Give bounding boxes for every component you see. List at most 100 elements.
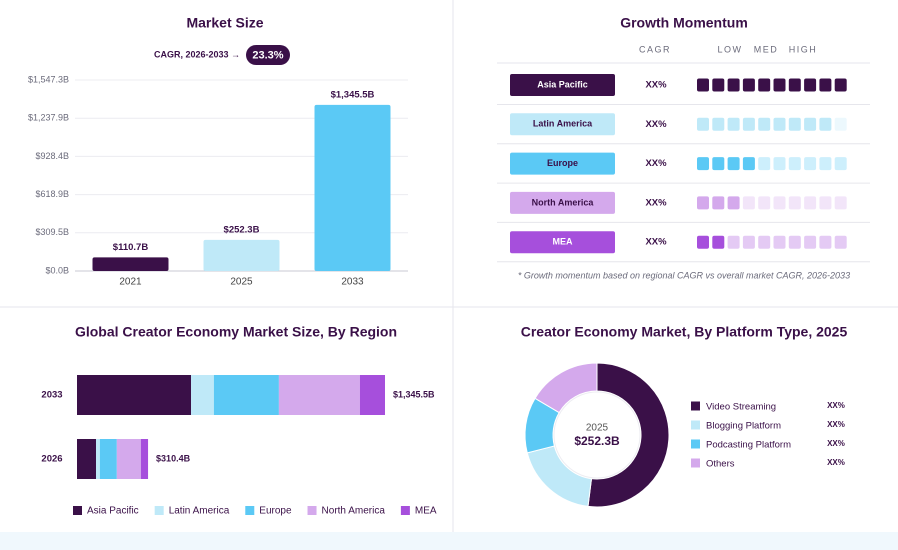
bar — [203, 239, 280, 271]
donut-slice — [587, 362, 670, 508]
region-box — [510, 152, 615, 175]
footer-strip — [0, 532, 898, 550]
legend-label: Latin America — [169, 506, 230, 517]
chart-title: Global Creator Economy Market Size, By R… — [75, 324, 397, 340]
region-box — [510, 113, 615, 136]
momentum-cell — [727, 157, 740, 171]
bar-segment — [99, 439, 117, 479]
momentum-cell — [788, 117, 801, 131]
legend-label: Asia Pacific — [87, 506, 139, 517]
column-header: HIGH — [789, 44, 818, 54]
momentum-cell-empty — [804, 157, 817, 171]
total-label: $1,345.5B — [393, 389, 435, 399]
region-name: Asia Pacific — [537, 79, 588, 89]
total-label: $310.4B — [156, 453, 191, 463]
legend-swatch — [691, 401, 700, 411]
legend-swatch — [691, 420, 700, 430]
momentum-cell-empty — [742, 196, 755, 210]
legend-label: North America — [322, 506, 386, 517]
momentum-cell — [773, 117, 786, 131]
legend-swatch — [307, 506, 317, 515]
x-tick-label: 2021 — [119, 277, 142, 288]
momentum-cell — [712, 235, 725, 249]
legend-swatch — [691, 439, 700, 449]
momentum-cell-empty — [758, 157, 771, 171]
momentum-cell-empty — [819, 196, 832, 210]
momentum-cell — [804, 78, 817, 92]
bar — [92, 257, 169, 271]
momentum-cell-empty — [834, 117, 847, 131]
momentum-cell — [804, 117, 817, 131]
legend-share: XX% — [827, 439, 845, 448]
momentum-cell — [758, 117, 771, 131]
bar-segment — [77, 375, 191, 415]
legend-swatch — [400, 506, 410, 515]
y-tick-label: $618.9B — [35, 189, 69, 199]
momentum-cell — [697, 235, 709, 249]
momentum-cell-empty — [773, 235, 786, 249]
momentum-cell-empty — [788, 157, 801, 171]
region-name: MEA — [553, 237, 574, 247]
category-label: 2026 — [41, 454, 62, 465]
legend-label: Video Streaming — [706, 402, 776, 413]
y-tick-label: $1,237.9B — [28, 113, 69, 123]
momentum-cell — [727, 196, 740, 210]
value-label: $252.3B — [224, 224, 260, 235]
x-tick-label: 2025 — [230, 277, 253, 288]
bar-segment — [190, 375, 214, 415]
momentum-cell-empty — [819, 235, 832, 249]
chart-title: Creator Economy Market, By Platform Type… — [521, 324, 848, 340]
column-header: LOW — [717, 44, 742, 54]
momentum-cell — [697, 117, 709, 131]
y-tick-label: $928.4B — [35, 151, 69, 161]
cagr-label: CAGR, 2026-2033 → — [154, 49, 240, 59]
cagr-value: XX% — [645, 80, 667, 91]
bar — [314, 104, 391, 271]
y-tick-label: $1,547.3B — [28, 74, 69, 84]
momentum-cell-empty — [758, 196, 771, 210]
legend-share: XX% — [827, 401, 845, 410]
x-tick-label: 2033 — [341, 277, 364, 288]
cagr-badge — [246, 45, 290, 65]
y-tick-label: $309.5B — [35, 227, 69, 237]
legend-label: Blogging Platform — [706, 421, 781, 432]
momentum-cell — [758, 78, 771, 92]
value-label: $110.7B — [113, 242, 149, 253]
momentum-cell-empty — [758, 235, 771, 249]
cagr-value: XX% — [645, 158, 667, 169]
momentum-cell — [712, 78, 725, 92]
momentum-cell — [727, 78, 740, 92]
legend-label: Others — [706, 459, 735, 470]
momentum-cell-empty — [834, 235, 847, 249]
chart-title: Growth Momentum — [620, 15, 748, 31]
region-box — [510, 191, 615, 214]
momentum-cell-empty — [834, 196, 847, 210]
bar-segment — [140, 439, 149, 479]
legend-label: MEA — [415, 506, 437, 517]
momentum-cell — [788, 78, 801, 92]
legend-share: XX% — [827, 420, 845, 429]
region-box — [510, 231, 615, 254]
momentum-cell — [742, 157, 755, 171]
momentum-cell-empty — [742, 235, 755, 249]
legend-swatch — [691, 458, 700, 468]
bar-segment — [278, 375, 360, 415]
momentum-cell-empty — [727, 235, 740, 249]
momentum-cell — [697, 196, 709, 210]
momentum-cell-empty — [788, 196, 801, 210]
region-name: Latin America — [533, 119, 593, 129]
momentum-cell — [727, 117, 740, 131]
region-name: Europe — [547, 158, 578, 168]
legend-share: XX% — [827, 458, 845, 467]
bar-segment — [213, 375, 279, 415]
momentum-cell — [773, 78, 786, 92]
donut-slice — [534, 362, 598, 414]
region-name: North America — [532, 197, 595, 207]
legend-label: Europe — [259, 506, 292, 517]
momentum-cell-empty — [819, 157, 832, 171]
momentum-cell — [819, 117, 832, 131]
momentum-cell-empty — [804, 196, 817, 210]
momentum-cell — [697, 78, 709, 92]
momentum-cell — [834, 78, 847, 92]
